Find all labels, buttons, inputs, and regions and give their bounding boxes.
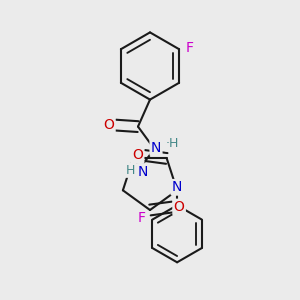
Text: F: F — [138, 211, 146, 225]
Text: N: N — [172, 180, 182, 194]
Text: H: H — [126, 164, 135, 177]
Text: N: N — [151, 141, 161, 154]
Text: ·H: ·H — [166, 137, 179, 150]
Text: O: O — [174, 200, 184, 214]
Text: F: F — [186, 41, 194, 55]
Text: N: N — [137, 165, 148, 178]
Text: O: O — [132, 148, 143, 162]
Text: O: O — [103, 118, 114, 132]
